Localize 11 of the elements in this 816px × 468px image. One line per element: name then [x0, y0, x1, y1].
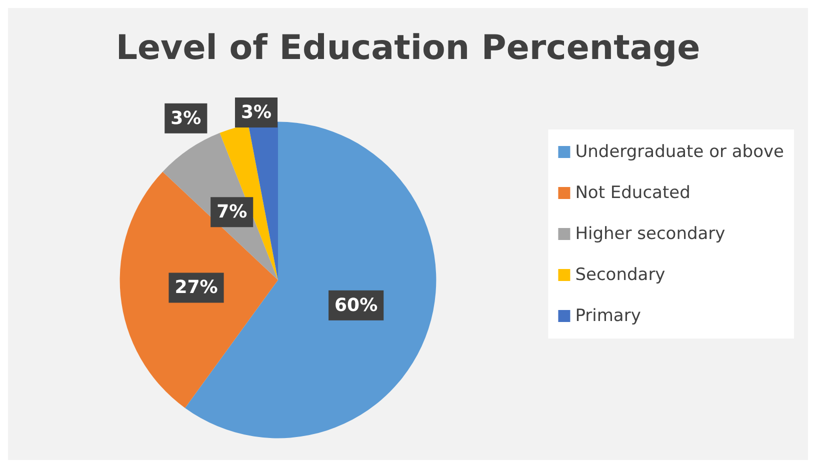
data-label: 60% — [334, 294, 378, 316]
legend-label: Secondary — [575, 265, 666, 285]
legend-label: Undergraduate or above — [575, 142, 784, 162]
data-label: 27% — [174, 277, 218, 298]
legend-label: Not Educated — [575, 183, 690, 203]
data-label: 7% — [216, 202, 248, 223]
chart-title: Level of Education Percentage — [116, 28, 700, 68]
legend-label: Higher secondary — [575, 224, 726, 244]
data-label: 3% — [170, 108, 202, 129]
legend-label: Primary — [575, 306, 641, 326]
data-label: 3% — [240, 102, 272, 124]
